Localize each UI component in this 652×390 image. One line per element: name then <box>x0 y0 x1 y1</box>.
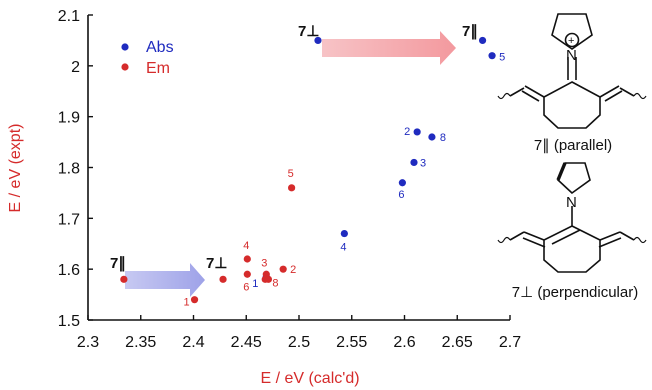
plus-sign: + <box>568 35 574 47</box>
y-tick-label: 1.9 <box>58 110 80 127</box>
perpendicular-caption: 7⊥ (perpendicular) <box>512 284 638 301</box>
abs-point <box>428 133 436 141</box>
em-point <box>243 255 251 263</box>
em-point <box>288 184 296 192</box>
x-axis-title: E / eV (calc'd) <box>260 370 359 387</box>
abs-point-label: 6 <box>398 189 404 201</box>
em-point <box>190 296 199 304</box>
blue-arrow <box>125 263 205 297</box>
y-tick-label: 1.7 <box>58 211 80 228</box>
annotation-upper-left: 7⊥ <box>298 23 319 40</box>
annotation-lower-right: 7⊥ <box>206 255 227 272</box>
legend: Abs Em <box>121 39 174 77</box>
abs-point-label: 2 <box>404 126 410 138</box>
x-ticks: 2.3 2.35 2.4 2.45 2.5 2.55 2.6 2.65 2.7 <box>77 315 521 351</box>
pyrrolidine-ring <box>557 162 591 195</box>
legend-abs-marker <box>121 43 129 51</box>
x-tick-label: 2.7 <box>499 334 521 351</box>
pink-arrow <box>322 31 456 65</box>
y-tick-label: 2 <box>71 59 80 76</box>
em-point-label: 2 <box>290 264 296 276</box>
x-tick-label: 2.5 <box>288 334 310 351</box>
x-tick-label: 2.6 <box>393 334 415 351</box>
legend-abs-label: Abs <box>146 39 174 56</box>
abs-point-label: 4 <box>340 242 346 254</box>
pyrrolidinium-ring <box>551 13 593 50</box>
x-tick-label: 2.4 <box>182 334 204 351</box>
x-tick-label: 2.3 <box>77 334 99 351</box>
abs-point <box>488 52 496 60</box>
abs-point-label: 8 <box>440 132 446 144</box>
abs-point-label: 1 <box>252 278 258 290</box>
em-point <box>243 270 251 278</box>
em-point-label: 1 <box>184 297 190 309</box>
em-point <box>264 275 273 283</box>
abs-point <box>398 179 406 187</box>
abs-point-label: 5 <box>499 52 505 64</box>
x-tick-label: 2.65 <box>442 334 473 351</box>
abs-point-label: 3 <box>420 157 426 169</box>
charge-circle <box>564 32 580 48</box>
abs-point <box>410 158 418 167</box>
legend-em-label: Em <box>146 60 170 77</box>
abs-point <box>478 36 487 45</box>
em-point-label: 3 <box>261 257 267 269</box>
structure-perpendicular <box>497 162 647 273</box>
em-point <box>120 275 128 283</box>
annotation-lower-left: 7∥ <box>110 255 126 272</box>
x-tick-label: 2.45 <box>231 334 262 351</box>
cyclohexane-ring-parallel <box>543 81 601 129</box>
y-tick-label: 1.8 <box>58 161 80 178</box>
em-point <box>279 265 287 273</box>
axes: 2.3 2.35 2.4 2.45 2.5 2.55 2.6 2.65 2.7 1.51.61.… <box>7 8 521 387</box>
x-tick-label: 2.55 <box>336 334 367 351</box>
y-ticks: 1.5 1.6 1.7 1.8 1.9 2 2.1 <box>58 8 93 330</box>
structure-parallel <box>497 13 647 129</box>
parallel-caption: 7∥ (parallel) <box>534 137 612 154</box>
abs-point <box>413 128 421 136</box>
plot-annotations: 7⊥ 7∥ 7∥ 7⊥ <box>110 23 478 272</box>
annotation-upper-right: 7∥ <box>462 23 478 40</box>
em-point-label: 5 <box>288 168 294 180</box>
em-point-label: 8 <box>272 277 278 289</box>
em-point <box>219 275 227 283</box>
n-label-parallel: N <box>566 47 577 64</box>
abs-point <box>340 229 348 238</box>
x-tick-label: 2.35 <box>125 334 156 351</box>
y-tick-label: 1.5 <box>58 313 80 330</box>
n-label-perpendicular: N <box>566 194 577 211</box>
y-tick-label: 1.6 <box>58 262 80 279</box>
em-point-label: 6 <box>243 281 249 293</box>
cyclohexane-ring-perpendicular <box>543 225 601 273</box>
abs-point <box>314 36 322 45</box>
y-axis-title: E / eV (expt) <box>7 124 24 213</box>
arrows <box>125 31 456 297</box>
legend-em-marker <box>121 63 129 71</box>
y-tick-label: 2.1 <box>58 8 80 25</box>
em-point-label: 4 <box>243 240 249 252</box>
